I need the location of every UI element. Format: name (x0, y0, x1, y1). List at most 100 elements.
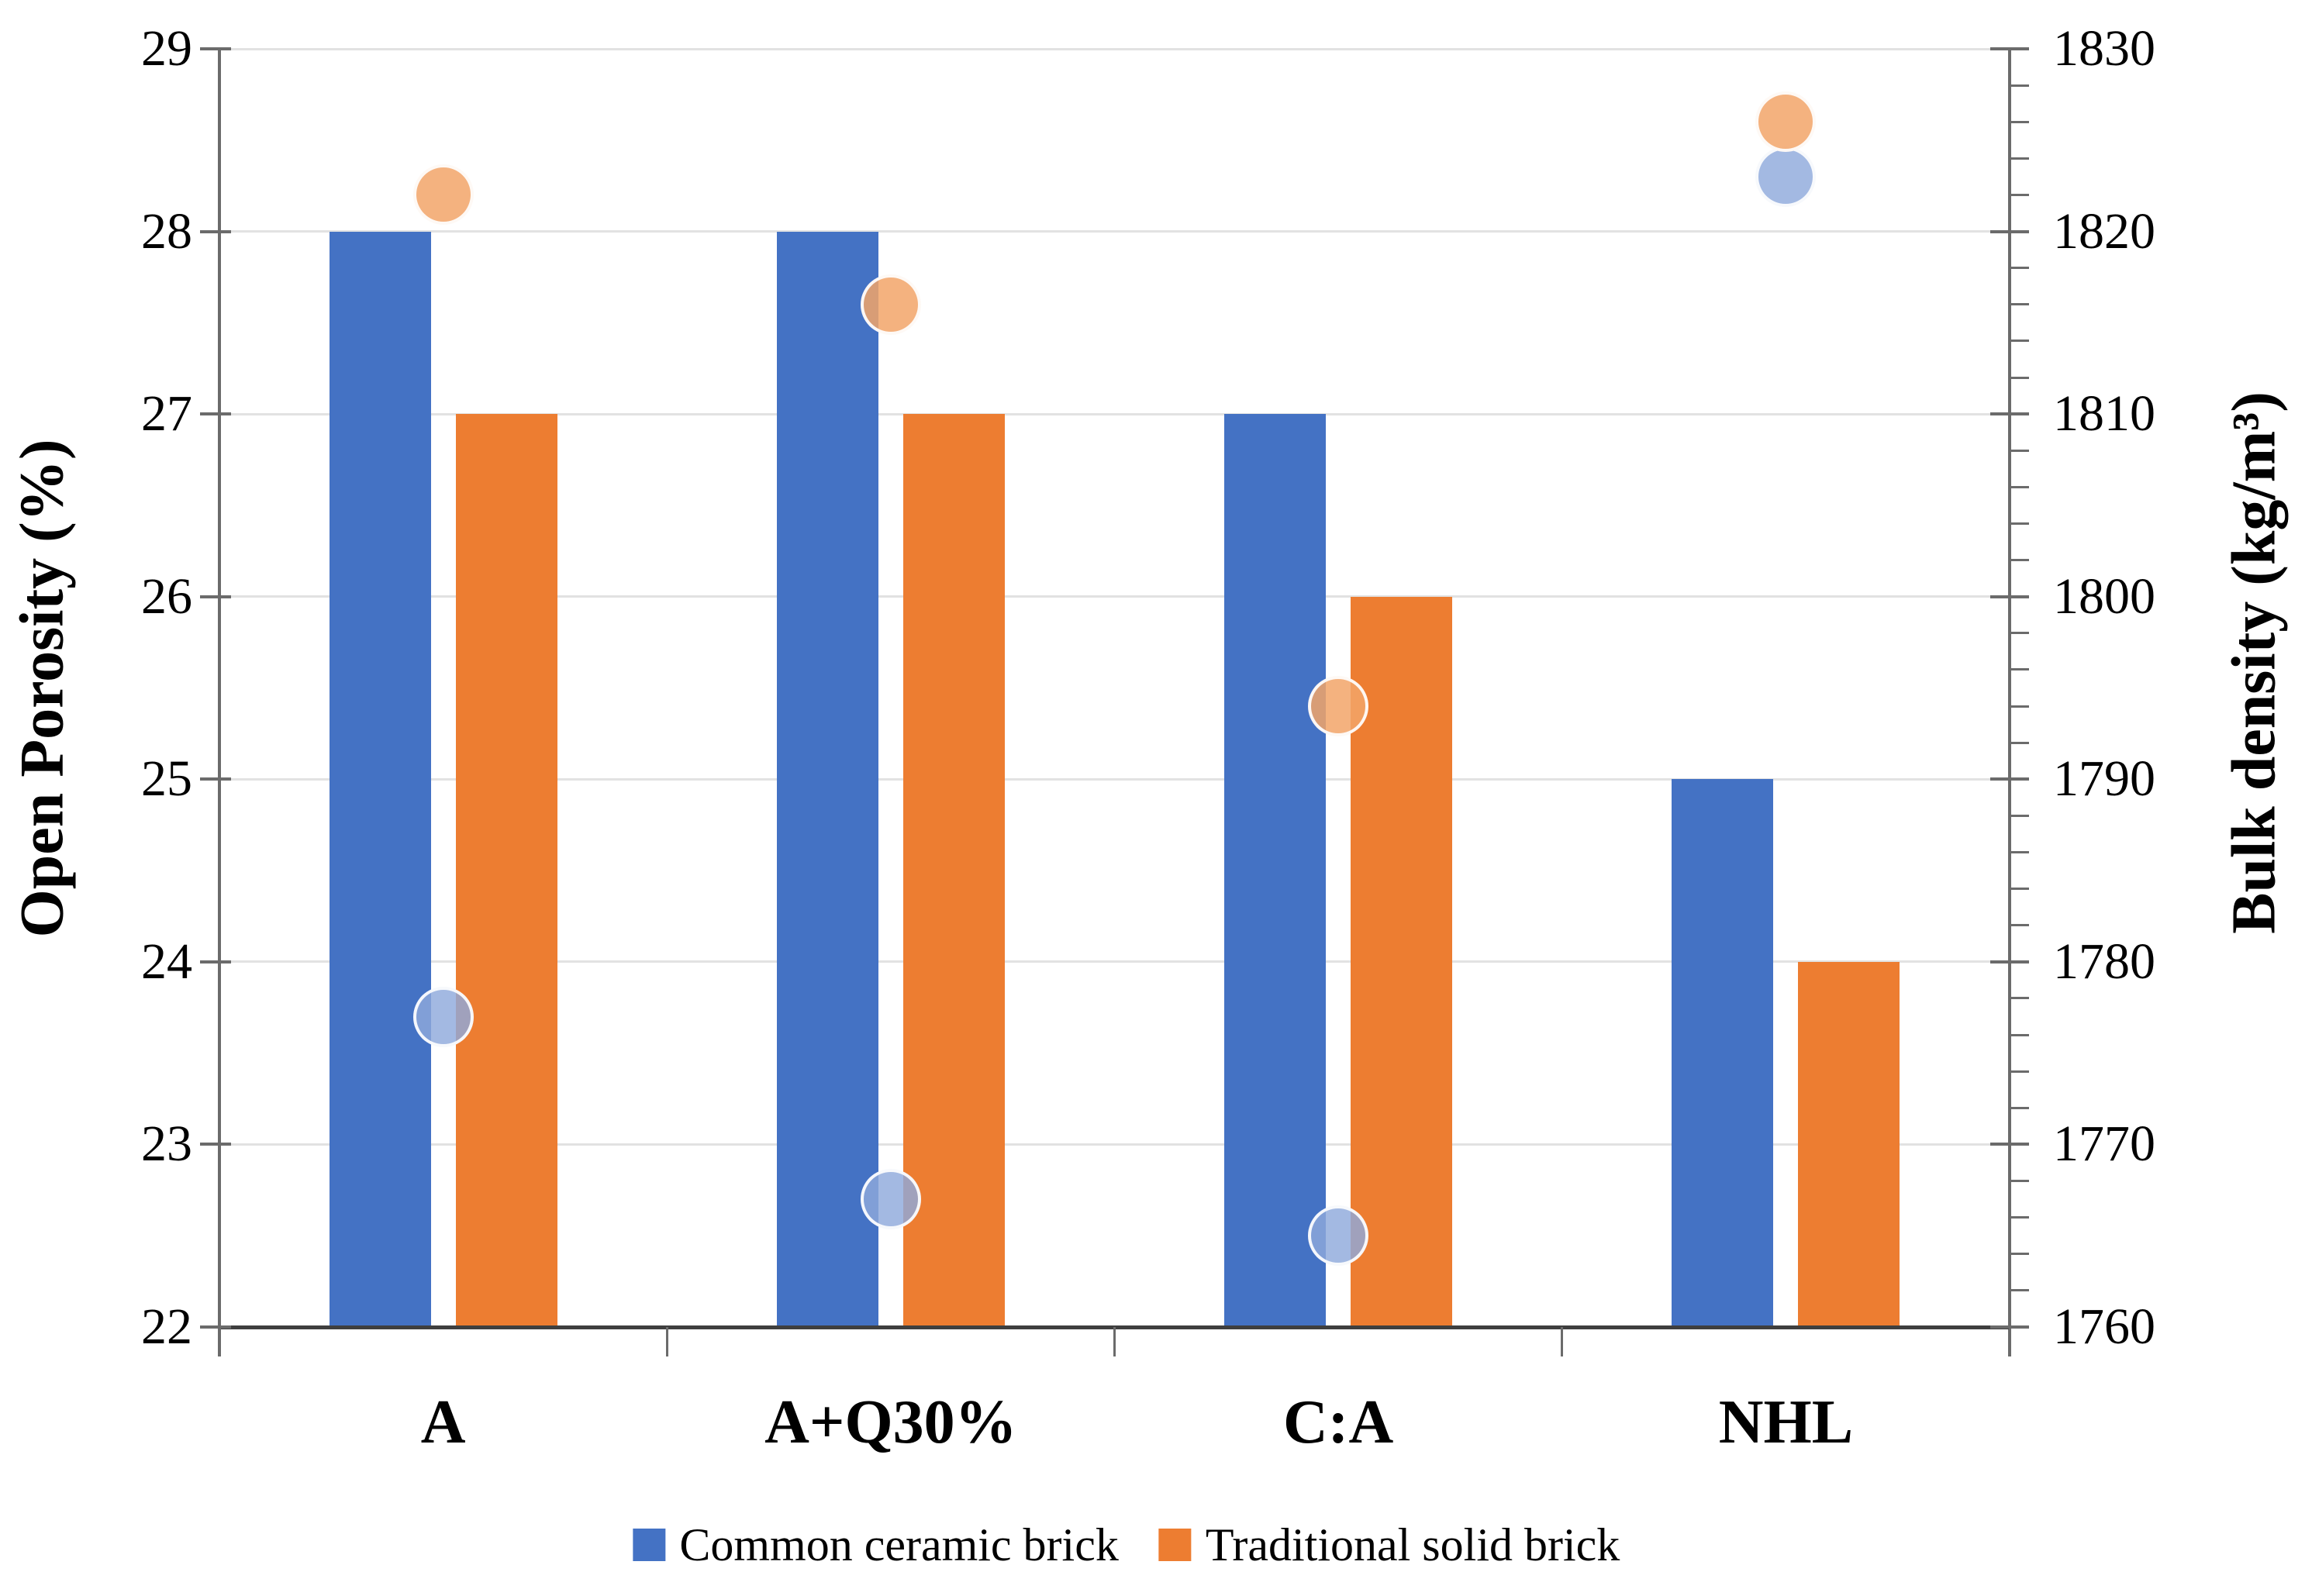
right-axis-minor-tick (2010, 632, 2029, 635)
scatter-point-orange-NHL (1755, 91, 1817, 153)
right-axis-tick-label: 1810 (2053, 385, 2155, 443)
scatter-point-blue-A (412, 986, 474, 1047)
left-axis-tick-label: 29 (141, 20, 192, 77)
left-axis-tick (200, 1143, 231, 1146)
gridline (219, 412, 2010, 415)
right-axis-minor-tick (2010, 705, 2029, 708)
scatter-point-blue-C:A (1308, 1205, 1369, 1267)
bar-blue-A+Q30% (776, 231, 878, 1327)
left-axis-tick-label: 27 (141, 385, 192, 443)
right-axis-minor-tick (2010, 522, 2029, 525)
category-label-NHL: NHL (1718, 1388, 1854, 1456)
x-axis-tick (218, 1327, 221, 1356)
legend-item-common-ceramic-brick: Common ceramic brick (633, 1518, 1119, 1572)
right-axis-minor-tick (2010, 1180, 2029, 1183)
bar-blue-NHL (1672, 779, 1774, 1327)
scatter-point-orange-A+Q30% (860, 274, 921, 335)
category-label-C:A: C:A (1283, 1388, 1394, 1456)
right-axis-minor-tick (2010, 997, 2029, 1000)
left-axis-title: Open Porosity (%) (8, 439, 77, 938)
left-axis-line (218, 49, 221, 1356)
gridline (219, 777, 2010, 781)
right-axis-minor-tick (2010, 1289, 2029, 1292)
right-axis-minor-tick (2010, 84, 2029, 87)
right-axis-title: Bulk density (kg/m³) (2220, 391, 2289, 934)
gridline (219, 230, 2010, 233)
right-axis-minor-tick (2010, 1033, 2029, 1036)
scatter-point-orange-A (412, 164, 474, 226)
bar-blue-C:A (1224, 414, 1327, 1327)
right-axis-minor-tick (2010, 485, 2029, 488)
bar-orange-C:A (1351, 596, 1453, 1327)
right-axis-minor-tick (2010, 888, 2029, 891)
bar-orange-A (455, 414, 557, 1327)
right-axis-major-tick (1990, 47, 2029, 50)
left-axis-tick-label: 25 (141, 750, 192, 808)
left-axis-tick-label: 22 (141, 1298, 192, 1355)
legend: Common ceramic brick Traditional solid b… (633, 1518, 1620, 1572)
bar-blue-A (329, 231, 431, 1327)
right-axis-tick-label: 1800 (2053, 567, 2155, 625)
right-axis-minor-tick (2010, 1070, 2029, 1073)
gridline (219, 595, 2010, 598)
right-axis-major-tick (1990, 1143, 2029, 1146)
right-axis-minor-tick (2010, 340, 2029, 343)
right-axis-minor-tick (2010, 924, 2029, 927)
right-axis-minor-tick (2010, 1216, 2029, 1219)
right-axis-minor-tick (2010, 157, 2029, 160)
category-label-A: A (420, 1388, 466, 1456)
legend-swatch-blue (633, 1529, 666, 1561)
left-axis-tick-label: 23 (141, 1115, 192, 1173)
scatter-point-blue-A+Q30% (860, 1169, 921, 1230)
right-axis-minor-tick (2010, 267, 2029, 270)
right-axis-major-tick (1990, 595, 2029, 598)
x-axis-tick (665, 1327, 668, 1356)
right-axis-line (2008, 49, 2011, 1356)
left-axis-tick (200, 412, 231, 416)
right-axis-tick-label: 1820 (2053, 202, 2155, 260)
left-axis-tick (200, 960, 231, 963)
gridline (219, 1143, 2010, 1146)
gridline (219, 47, 2010, 50)
left-axis-tick-label: 26 (141, 567, 192, 625)
right-axis-tick-label: 1830 (2053, 20, 2155, 77)
bar-orange-A+Q30% (902, 414, 1005, 1327)
bar-orange-NHL (1798, 961, 1900, 1327)
scatter-point-orange-C:A (1308, 676, 1369, 737)
right-axis-major-tick (1990, 229, 2029, 233)
left-axis-tick-label: 24 (141, 932, 192, 990)
scatter-point-blue-NHL (1755, 146, 1817, 207)
right-axis-major-tick (1990, 777, 2029, 781)
right-axis-minor-tick (2010, 193, 2029, 196)
right-axis-tick-label: 1760 (2053, 1298, 2155, 1355)
x-axis-tick (1561, 1327, 1564, 1356)
right-axis-minor-tick (2010, 449, 2029, 452)
right-axis-minor-tick (2010, 1253, 2029, 1256)
right-axis-minor-tick (2010, 559, 2029, 562)
right-axis-major-tick (1990, 412, 2029, 416)
right-axis-minor-tick (2010, 120, 2029, 123)
right-axis-minor-tick (2010, 303, 2029, 306)
left-axis-tick-label: 28 (141, 202, 192, 260)
left-axis-tick (200, 777, 231, 781)
right-axis-minor-tick (2010, 376, 2029, 379)
right-axis-minor-tick (2010, 741, 2029, 744)
right-axis-minor-tick (2010, 851, 2029, 853)
left-axis-tick (200, 1325, 231, 1329)
right-axis-tick-label: 1770 (2053, 1115, 2155, 1173)
legend-label: Traditional solid brick (1205, 1519, 1620, 1570)
right-axis-tick-label: 1790 (2053, 750, 2155, 808)
legend-label: Common ceramic brick (679, 1519, 1119, 1570)
right-axis-minor-tick (2010, 668, 2029, 671)
gridline (219, 960, 2010, 963)
right-axis-minor-tick (2010, 814, 2029, 817)
left-axis-tick (200, 47, 231, 50)
legend-item-traditional-solid-brick: Traditional solid brick (1158, 1518, 1620, 1572)
x-axis-tick (2008, 1327, 2011, 1356)
legend-swatch-orange (1158, 1529, 1192, 1561)
left-axis-tick (200, 229, 231, 233)
right-axis-minor-tick (2010, 1106, 2029, 1109)
category-label-A+Q30%: A+Q30% (764, 1388, 1017, 1456)
right-axis-major-tick (1990, 960, 2029, 963)
